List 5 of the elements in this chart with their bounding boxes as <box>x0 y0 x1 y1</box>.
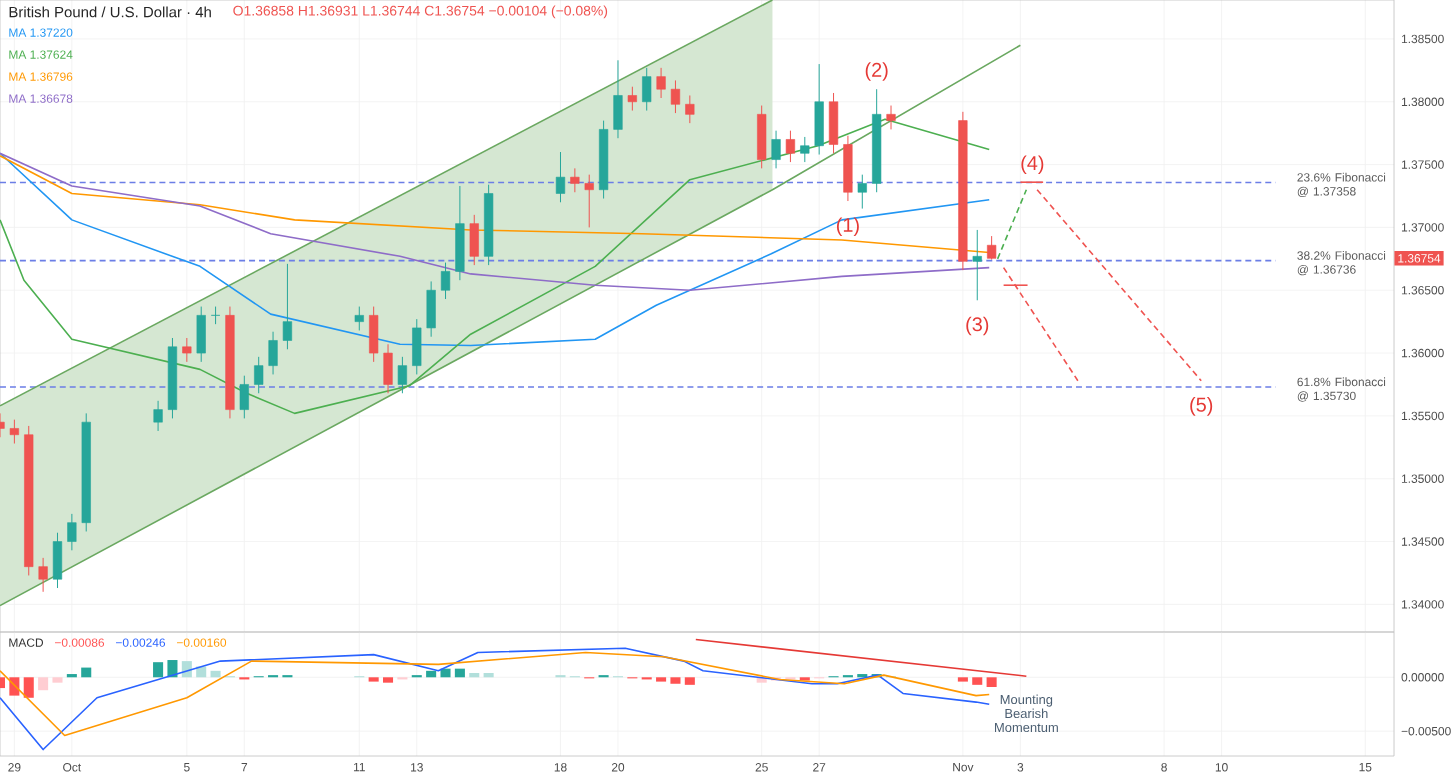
annotation: (5) <box>1190 397 1213 416</box>
annotation: (3) <box>966 316 989 336</box>
annotation: (4) <box>1021 155 1044 175</box>
annotation: (2) <box>865 62 888 81</box>
annotation: (1) <box>836 217 859 236</box>
